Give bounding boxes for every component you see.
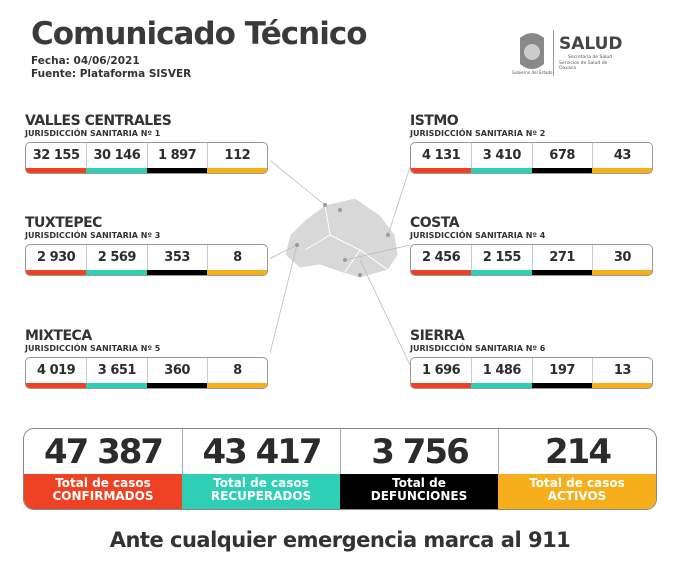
source-label: Fuente: Plataforma SISVER	[31, 68, 192, 80]
total-label: Total de casos	[55, 476, 151, 490]
region-stats: 4 019 3 651 360 8	[25, 357, 268, 389]
total-category: CONFIRMADOS	[52, 489, 154, 503]
recuperados-value: 2 569	[86, 245, 146, 270]
region-name: ISTMO	[410, 113, 459, 129]
logo-line1: Secretaría de Salud	[568, 55, 613, 60]
defunciones-value: 1 897	[146, 143, 207, 168]
confirmados-value: 4 131	[422, 148, 461, 163]
activos-value: 13	[591, 358, 652, 383]
region-mixteca: MIXTECA JURISDICCIÓN SANITARIA Nº 5 4 01…	[25, 329, 268, 389]
recuperados-value: 30 146	[86, 143, 146, 168]
logo-line2: Servicios de Salud de Oaxaca	[559, 61, 608, 71]
region-stats: 32 155 30 146 1 897 112	[25, 142, 268, 174]
total-recuperados: 43 417 Total de casos RECUPERADOS	[182, 429, 340, 509]
total-category: DEFUNCIONES	[370, 489, 468, 503]
region-name: COSTA	[410, 215, 460, 231]
confirmados-value: 2 930	[37, 250, 76, 265]
defunciones-value: 353	[146, 245, 207, 270]
total-category: ACTIVOS	[547, 489, 607, 503]
region-stats: 4 131 3 410 678 43	[410, 142, 653, 174]
region-name: VALLES CENTRALES	[25, 113, 172, 129]
logo-divider	[553, 30, 554, 76]
region-stats: 2 456 2 155 271 30	[410, 244, 653, 276]
recuperados-value: 1 486	[471, 358, 531, 383]
region-tuxtepec: TUXTEPEC JURISDICCIÓN SANITARIA Nº 3 2 9…	[25, 216, 268, 276]
region-valles-centrales: VALLES CENTRALES JURISDICCIÓN SANITARIA …	[25, 114, 268, 174]
region-name: TUXTEPEC	[25, 215, 102, 231]
total-defunciones: 3 756 Total de DEFUNCIONES	[340, 429, 498, 509]
oaxaca-seal-icon	[520, 33, 544, 69]
total-label: Total de casos	[529, 476, 625, 490]
total-category: RECUPERADOS	[210, 489, 312, 503]
activos-value: 112	[206, 143, 267, 168]
region-jurisdiccion: JURISDICCIÓN SANITARIA Nº 5	[25, 344, 161, 353]
total-value: 47 387	[43, 431, 164, 472]
defunciones-value: 271	[531, 245, 592, 270]
salud-logo: Gobierno del Estado SALUD Secretaría de …	[512, 28, 623, 80]
defunciones-value: 678	[531, 143, 592, 168]
region-jurisdiccion: JURISDICCIÓN SANITARIA Nº 1	[25, 129, 161, 138]
confirmados-value: 4 019	[37, 363, 76, 378]
defunciones-value: 197	[531, 358, 592, 383]
region-istmo: ISTMO JURISDICCIÓN SANITARIA Nº 2 4 131 …	[410, 114, 653, 174]
region-stats: 1 696 1 486 197 13	[410, 357, 653, 389]
total-confirmados: 47 387 Total de casos CONFIRMADOS	[24, 429, 182, 509]
total-label: Total de	[392, 476, 446, 490]
date-label: Fecha: 04/06/2021	[31, 55, 140, 67]
total-label: Total de casos	[213, 476, 309, 490]
activos-value: 8	[206, 358, 267, 383]
totals-panel: 47 387 Total de casos CONFIRMADOS 43 417 To…	[23, 428, 657, 510]
region-jurisdiccion: JURISDICCIÓN SANITARIA Nº 6	[410, 344, 546, 353]
emergency-message: Ante cualquier emergencia marca al 911	[109, 528, 571, 552]
region-name: MIXTECA	[25, 328, 92, 344]
region-jurisdiccion: JURISDICCIÓN SANITARIA Nº 4	[410, 231, 546, 240]
region-name: SIERRA	[410, 328, 465, 344]
confirmados-value: 2 456	[422, 250, 461, 265]
confirmados-value: 32 155	[32, 148, 80, 163]
page-title: Comunicado Técnico	[31, 16, 367, 52]
activos-value: 8	[206, 245, 267, 270]
recuperados-value: 3 651	[86, 358, 146, 383]
defunciones-value: 360	[146, 358, 207, 383]
region-sierra: SIERRA JURISDICCIÓN SANITARIA Nº 6 1 696…	[410, 329, 653, 389]
activos-value: 43	[591, 143, 652, 168]
confirmados-value: 1 696	[422, 363, 461, 378]
total-value: 214	[498, 429, 656, 474]
total-value: 43 417	[182, 429, 340, 474]
region-stats: 2 930 2 569 353 8	[25, 244, 268, 276]
region-jurisdiccion: JURISDICCIÓN SANITARIA Nº 2	[410, 129, 546, 138]
recuperados-value: 2 155	[471, 245, 531, 270]
region-costa: COSTA JURISDICCIÓN SANITARIA Nº 4 2 456 …	[410, 216, 653, 276]
recuperados-value: 3 410	[471, 143, 531, 168]
gov-label: Gobierno del Estado	[512, 70, 553, 75]
salud-brand: SALUD	[559, 34, 623, 54]
oaxaca-map	[270, 160, 411, 366]
region-jurisdiccion: JURISDICCIÓN SANITARIA Nº 3	[25, 231, 161, 240]
total-activos: 214 Total de casos ACTIVOS	[498, 429, 656, 509]
activos-value: 30	[591, 245, 652, 270]
total-value: 3 756	[340, 429, 498, 474]
